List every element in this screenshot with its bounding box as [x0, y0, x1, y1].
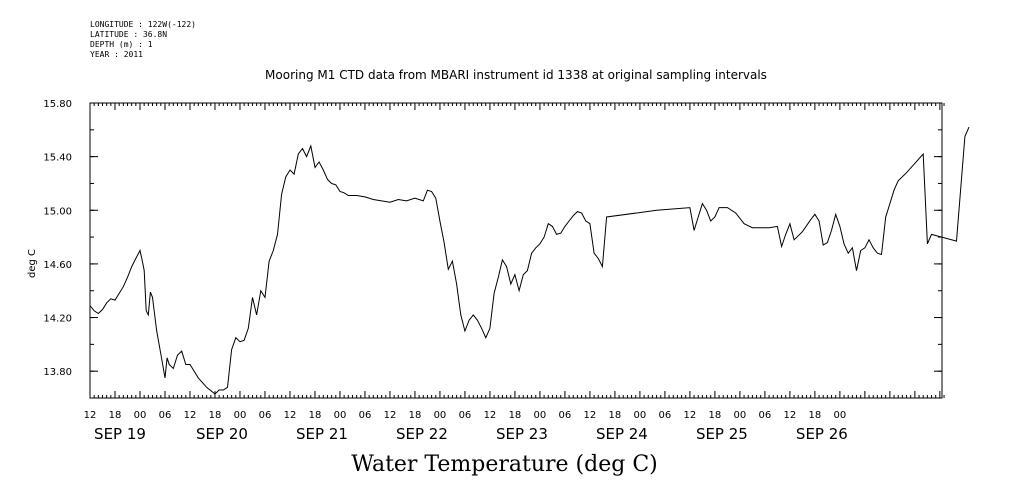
- x-day-label: SEP 20: [196, 425, 248, 443]
- longitude-label: LONGITUDE : 122W(-122): [90, 20, 196, 29]
- x-axis-title: Water Temperature (deg C): [351, 452, 658, 477]
- x-day-label: SEP 26: [796, 425, 848, 443]
- x-hour-label: 00: [334, 410, 347, 421]
- x-hour-label: 00: [634, 410, 647, 421]
- x-hour-label: 12: [284, 410, 297, 421]
- label-group: 13.80 14.20 14.60 15.00 15.40 15.80 12 18 00 06 12…: [43, 99, 847, 443]
- latitude-label: LATITUDE : 36.8N: [90, 30, 168, 39]
- y-tick-label: 15.00: [43, 206, 72, 217]
- x-hour-label: 00: [434, 410, 447, 421]
- depth-label: DEPTH (m) : 1: [90, 40, 153, 49]
- x-hour-label: 06: [459, 410, 472, 421]
- x-hour-label: 00: [834, 410, 847, 421]
- year-label: YEAR : 2011: [90, 50, 143, 59]
- y-tick-label: 15.40: [43, 153, 72, 164]
- y-tick-label: 14.60: [43, 260, 72, 271]
- x-hour-label: 12: [84, 410, 97, 421]
- x-hour-label: 18: [109, 410, 122, 421]
- x-hour-label: 12: [484, 410, 497, 421]
- x-hour-label: 12: [384, 410, 397, 421]
- x-hour-label: 18: [509, 410, 522, 421]
- x-hour-label: 06: [759, 410, 772, 421]
- metadata-block: LONGITUDE : 122W(-122) LATITUDE : 36.8N …: [90, 20, 196, 60]
- x-day-label: SEP 21: [296, 425, 348, 443]
- y-tick-label: 13.80: [43, 367, 72, 378]
- x-day-label: SEP 19: [94, 425, 146, 443]
- x-hour-label: 06: [559, 410, 572, 421]
- x-hour-label: 18: [409, 410, 422, 421]
- x-hour-label: 12: [184, 410, 197, 421]
- x-hour-label: 00: [534, 410, 547, 421]
- x-hour-label: 06: [259, 410, 272, 421]
- x-hour-label: 18: [209, 410, 222, 421]
- x-hour-label: 00: [234, 410, 247, 421]
- x-hour-label: 12: [584, 410, 597, 421]
- plot-frame: [89, 102, 943, 399]
- chart-title: Mooring M1 CTD data from MBARI instrumen…: [265, 68, 767, 82]
- x-hour-label: 00: [134, 410, 147, 421]
- x-day-label: SEP 23: [496, 425, 548, 443]
- x-hour-label: 12: [684, 410, 697, 421]
- x-hour-label: 06: [659, 410, 672, 421]
- x-hour-label: 06: [159, 410, 172, 421]
- x-hour-label: 06: [359, 410, 372, 421]
- x-hour-label: 12: [784, 410, 797, 421]
- y-tick-label: 15.80: [43, 99, 72, 110]
- x-hour-label: 18: [609, 410, 622, 421]
- x-day-label: SEP 24: [596, 425, 648, 443]
- x-day-label: SEP 22: [396, 425, 448, 443]
- x-hour-label: 18: [709, 410, 722, 421]
- tick-group: [89, 102, 945, 399]
- x-day-label: SEP 25: [696, 425, 748, 443]
- x-hour-label: 18: [309, 410, 322, 421]
- x-hour-label: 00: [734, 410, 747, 421]
- y-tick-label: 14.20: [43, 314, 72, 325]
- temperature-line: [89, 126, 970, 395]
- x-hour-label: 18: [809, 410, 822, 421]
